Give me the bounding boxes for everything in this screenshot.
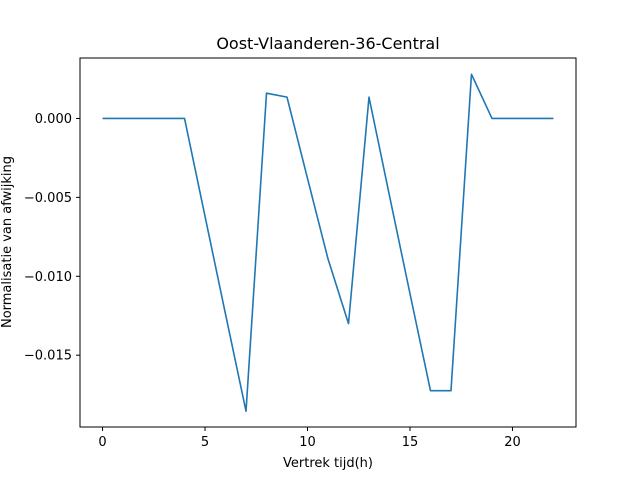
x-axis: 0 5 10 15 20 (98, 427, 521, 450)
x-tick-label: 0 (98, 435, 106, 450)
y-axis-label: Normalisatie van afwijking (0, 156, 15, 328)
y-tick-label: −0.015 (24, 349, 72, 364)
x-tick-label: 15 (402, 435, 419, 450)
y-axis: 0.000 −0.005 −0.010 −0.015 (24, 112, 80, 364)
series-line-group (102, 73, 554, 413)
x-tick-label: 20 (504, 435, 521, 450)
chart-title: Oost-Vlaanderen-36-Central (216, 34, 439, 53)
plot-frame (79, 57, 577, 428)
x-axis-label: Vertrek tijd(h) (283, 456, 373, 471)
y-tick-label: 0.000 (35, 112, 72, 127)
y-tick-label: −0.010 (24, 270, 72, 285)
x-tick-label: 5 (201, 435, 209, 450)
series-line-0 (102, 73, 554, 413)
x-tick-label: 10 (299, 435, 316, 450)
y-tick-label: −0.005 (24, 191, 72, 206)
